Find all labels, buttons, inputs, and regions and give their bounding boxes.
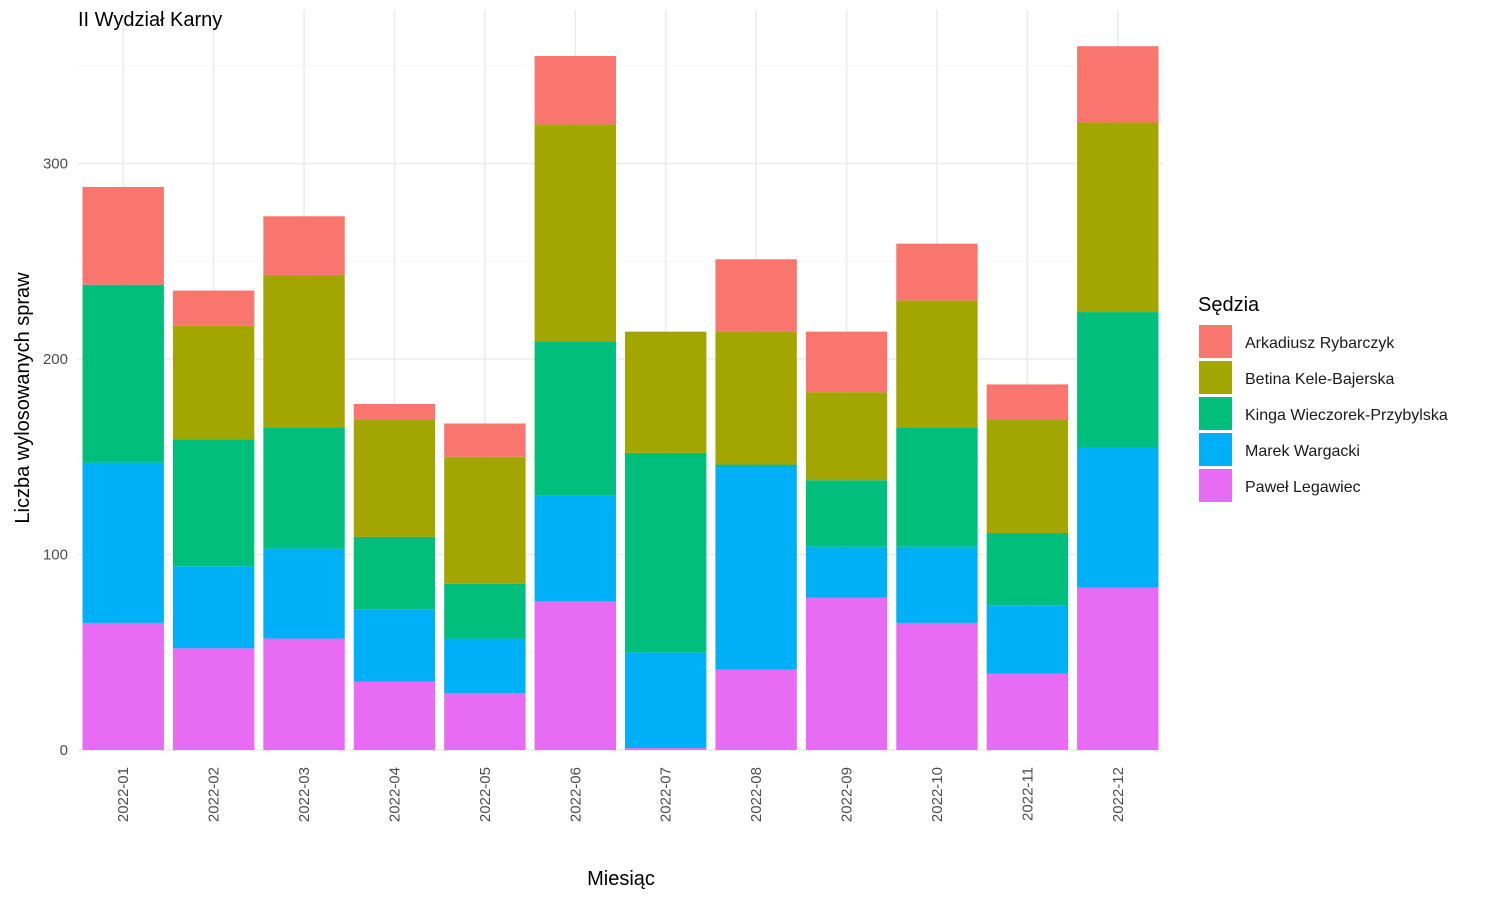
y-axis-ticks: 0 100 200 300 <box>43 156 68 760</box>
bar-segment <box>805 546 888 598</box>
y-tick-label: 300 <box>43 156 68 173</box>
legend-items: Arkadiusz Rybarczyk Betina Kele-Bajerska K… <box>1199 325 1448 502</box>
bar-segment <box>353 681 436 750</box>
bar-segment <box>715 331 797 465</box>
bar-segment <box>805 392 888 481</box>
legend-swatch <box>1199 361 1232 394</box>
bar-segment <box>715 466 797 670</box>
legend-swatch <box>1199 397 1232 430</box>
legend: Sędzia Arkadiusz Rybarczyk Betina Kele-Ba… <box>1198 294 1448 502</box>
bar-segment <box>715 259 797 332</box>
bar-segment <box>625 452 707 653</box>
bar-segment <box>444 423 526 457</box>
x-tick-label: 2022-08 <box>748 767 765 822</box>
bar-segment <box>1077 446 1159 588</box>
bar-segment <box>263 427 345 549</box>
bar-segment <box>1077 46 1159 123</box>
bar-segment <box>896 427 978 547</box>
x-tick-label: 2022-04 <box>386 767 403 822</box>
bar-segment <box>82 284 164 463</box>
bar-segment <box>172 325 255 440</box>
bar-segment <box>896 300 978 428</box>
legend-label: Marek Wargacki <box>1245 443 1360 460</box>
bar-segment <box>625 748 707 750</box>
y-tick-label: 0 <box>60 742 68 759</box>
x-tick-label: 2022-09 <box>839 767 856 822</box>
bar-segment <box>986 673 1069 750</box>
bar-segment <box>172 290 255 326</box>
bar-segment <box>444 693 526 750</box>
bar-segment <box>263 638 345 750</box>
bar-segment <box>82 186 164 285</box>
bar-segment <box>353 419 436 537</box>
x-tick-label: 2022-07 <box>658 767 675 822</box>
bar-segment <box>1077 312 1159 447</box>
bar-segment <box>534 341 616 496</box>
bar-segment <box>263 548 345 639</box>
x-axis-title: Miesiąc <box>587 868 655 890</box>
bar-segment <box>625 331 707 453</box>
legend-swatch <box>1199 469 1232 502</box>
bar-segment <box>263 274 345 428</box>
y-axis-title: Liczba wylosowanych spraw <box>12 272 34 524</box>
bar-segment <box>986 419 1069 533</box>
x-tick-label: 2022-12 <box>1110 767 1127 822</box>
x-tick-label: 2022-10 <box>929 767 946 822</box>
x-tick-label: 2022-05 <box>477 767 494 822</box>
bar-segment <box>1077 587 1159 750</box>
bar-segment <box>896 243 978 301</box>
x-tick-label: 2022-11 <box>1019 767 1036 821</box>
bar-segment <box>986 384 1069 420</box>
legend-title: Sędzia <box>1198 294 1260 316</box>
bar-segment <box>625 652 707 749</box>
bar-segment <box>353 536 436 610</box>
bar-segment <box>1077 122 1159 313</box>
bar-segment <box>444 638 526 694</box>
legend-label: Arkadiusz Rybarczyk <box>1245 335 1395 352</box>
legend-swatch <box>1199 325 1232 358</box>
bars <box>82 46 1159 750</box>
bar-segment <box>534 495 616 602</box>
bar-segment <box>263 216 345 275</box>
bar-segment <box>534 601 616 750</box>
legend-label: Paweł Legawiec <box>1245 479 1361 496</box>
bar-segment <box>444 456 526 584</box>
bar-segment <box>172 439 255 567</box>
y-tick-label: 100 <box>43 547 68 564</box>
x-tick-label: 2022-01 <box>115 767 132 822</box>
bar-segment <box>82 622 164 750</box>
bar-segment <box>444 583 526 639</box>
legend-swatch <box>1199 433 1232 466</box>
bar-segment <box>896 546 978 623</box>
bar-segment <box>986 532 1069 606</box>
bar-segment <box>353 403 436 420</box>
bar-segment <box>715 669 797 750</box>
bar-segment <box>805 480 888 547</box>
bar-segment <box>986 605 1069 674</box>
bar-segment <box>534 124 616 342</box>
chart-title: II Wydział Karny <box>78 9 222 31</box>
legend-label: Betina Kele-Bajerska <box>1245 371 1395 388</box>
bar-segment <box>805 597 888 750</box>
bar-segment <box>82 462 164 623</box>
bar-segment <box>715 464 797 467</box>
bar-segment <box>534 55 616 125</box>
bar-segment <box>353 609 436 682</box>
bar-segment <box>172 648 255 750</box>
legend-label: Kinga Wieczorek-Przybylska <box>1245 407 1448 424</box>
x-axis-ticks: 2022-01 2022-02 2022-03 2022-04 2022-05 2022-… <box>115 767 1127 822</box>
y-tick-label: 200 <box>43 351 68 368</box>
x-tick-label: 2022-06 <box>567 767 584 822</box>
x-tick-label: 2022-02 <box>206 767 223 822</box>
x-tick-label: 2022-03 <box>296 767 313 822</box>
bar-segment <box>172 566 255 649</box>
bar-segment <box>805 331 888 393</box>
bar-segment <box>896 622 978 750</box>
